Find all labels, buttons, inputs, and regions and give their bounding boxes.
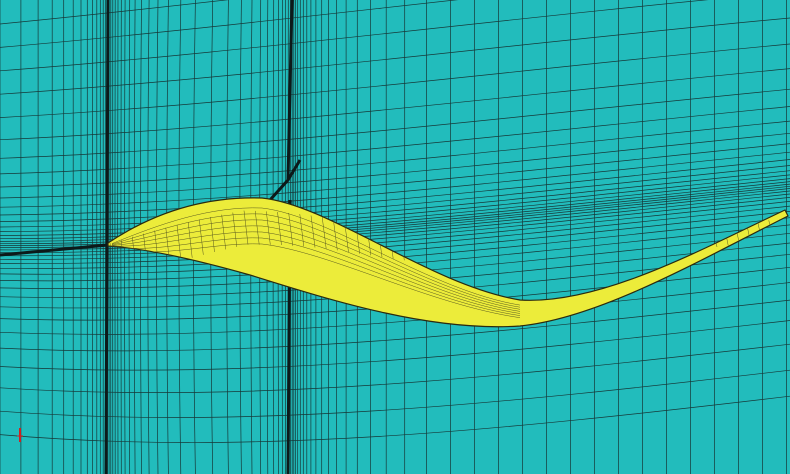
mesh-view	[0, 0, 790, 474]
page: (() => { const NS = 'http://www.w3.org/2…	[0, 0, 790, 474]
